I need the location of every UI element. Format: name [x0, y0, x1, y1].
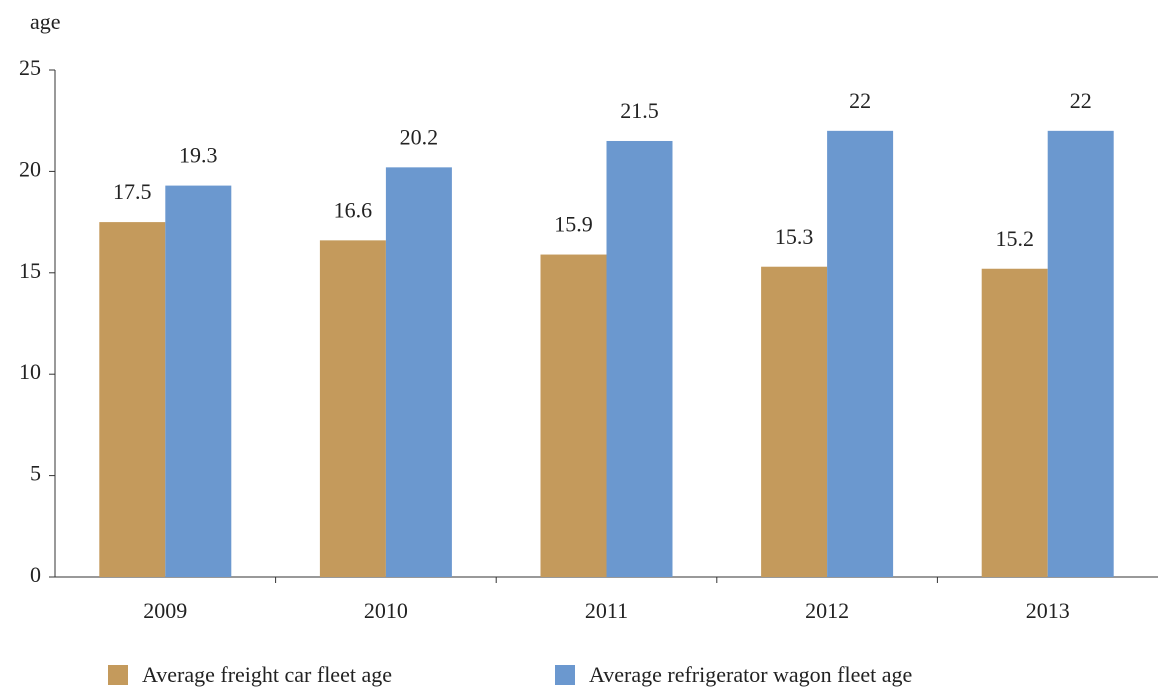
legend-swatch — [555, 665, 575, 685]
data-label: 19.3 — [179, 143, 218, 168]
data-label: 22 — [849, 88, 871, 113]
data-label: 15.3 — [775, 224, 814, 249]
y-axis-label: age — [30, 9, 61, 34]
bar — [761, 266, 828, 577]
bar — [827, 130, 894, 577]
x-tick-label: 2010 — [364, 598, 408, 623]
x-tick-label: 2009 — [143, 598, 187, 623]
data-label: 17.5 — [113, 179, 152, 204]
legend-label: Average refrigerator wagon fleet age — [589, 662, 912, 687]
data-label: 21.5 — [620, 98, 659, 123]
data-label: 20.2 — [400, 124, 439, 149]
x-tick-label: 2012 — [805, 598, 849, 623]
y-tick-label: 15 — [19, 258, 41, 283]
bar — [1047, 130, 1114, 577]
legend-label: Average freight car fleet age — [142, 662, 392, 687]
bar — [165, 185, 232, 577]
data-label: 16.6 — [334, 197, 373, 222]
bar — [319, 240, 386, 578]
x-tick-label: 2013 — [1026, 598, 1070, 623]
y-tick-label: 10 — [19, 359, 41, 384]
y-tick-label: 0 — [30, 562, 41, 587]
y-tick-label: 25 — [19, 55, 41, 80]
x-tick-label: 2011 — [585, 598, 628, 623]
bar — [540, 254, 607, 577]
data-label: 22 — [1070, 88, 1092, 113]
legend-swatch — [108, 665, 128, 685]
y-tick-label: 5 — [30, 461, 41, 486]
bar — [99, 222, 166, 577]
bar — [385, 167, 452, 577]
bar — [981, 268, 1048, 577]
data-label: 15.9 — [554, 212, 593, 237]
data-label: 15.2 — [995, 226, 1034, 251]
y-tick-label: 20 — [19, 156, 41, 181]
bar — [606, 140, 673, 578]
